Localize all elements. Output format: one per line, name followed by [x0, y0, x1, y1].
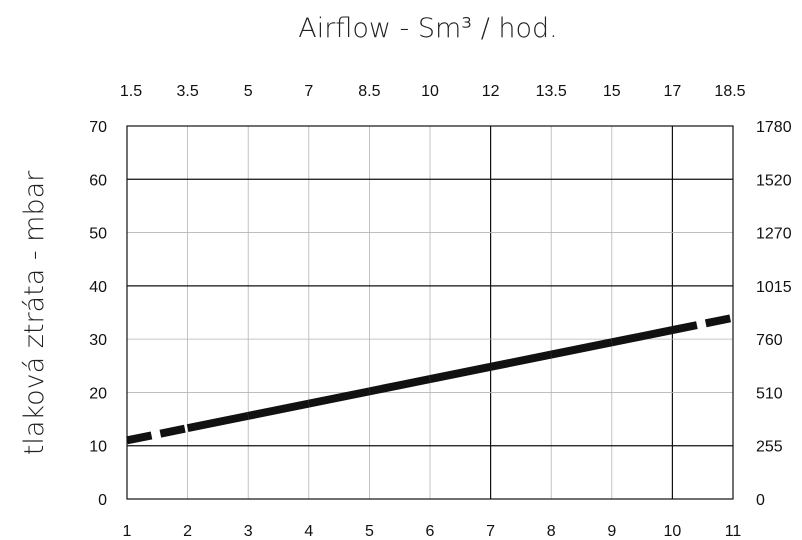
- right-tick-label-1520: 1520: [756, 172, 792, 189]
- right-tick-label-255: 255: [756, 439, 783, 456]
- series-0-segment-3: [308, 387, 371, 408]
- top-tick-label-18.5: 18.5: [714, 83, 745, 100]
- series-layer: [126, 313, 734, 445]
- top-tick-label-13.5: 13.5: [536, 83, 567, 100]
- y-tick-label-60: 60: [89, 172, 107, 189]
- top-tick-label-10: 10: [421, 83, 439, 100]
- x-tick-label-6: 6: [426, 523, 435, 540]
- series-0-segment-1: [186, 411, 249, 433]
- y-tick-label-20: 20: [89, 385, 107, 402]
- y-tick-label-30: 30: [89, 332, 107, 349]
- x-tick-label-11: 11: [725, 523, 742, 540]
- x-tick-label-3: 3: [244, 523, 253, 540]
- top-tick-label-7: 7: [304, 83, 313, 100]
- y-tick-label-70: 70: [89, 119, 107, 136]
- x-tick-label-5: 5: [365, 523, 374, 540]
- right-tick-label-1015: 1015: [756, 279, 792, 296]
- top-tick-label-12: 12: [482, 83, 500, 100]
- series-0-segment-6: [489, 350, 552, 371]
- plot-border: [126, 125, 734, 500]
- series-0-segment-9: [671, 313, 734, 335]
- plot-frame: [126, 125, 734, 500]
- x-tick-label-10: 10: [664, 523, 682, 540]
- series-0-segment-5: [429, 362, 492, 384]
- x-tick-label-7: 7: [486, 523, 495, 540]
- x-tick-label-9: 9: [607, 523, 616, 540]
- right-tick-label-760: 760: [756, 332, 783, 349]
- series-0-segment-7: [550, 338, 613, 359]
- right-tick-label-510: 510: [756, 385, 783, 402]
- right-tick-label-1270: 1270: [756, 226, 792, 243]
- top-tick-label-15: 15: [603, 83, 621, 100]
- top-tick-label-5: 5: [244, 83, 253, 100]
- y-axis-label: tlaková ztráta - mbar: [19, 170, 50, 455]
- series-0-segment-0: [126, 424, 189, 445]
- x-tick-label-4: 4: [304, 523, 313, 540]
- y-tick-label-50: 50: [89, 226, 107, 243]
- x-tick-label-2: 2: [183, 523, 192, 540]
- series-0-segment-2: [247, 399, 310, 420]
- tick-labels: 1 2 3 4 5 6 7 8 9 10 111.5 3.5 5 7 8.5 10 12 13.5 15 17 18.5…: [89, 83, 791, 540]
- right-tick-label-1780: 1780: [756, 119, 792, 136]
- top-tick-label-17: 17: [664, 83, 682, 100]
- y-tick-label-10: 10: [89, 439, 107, 456]
- top-tick-label-8.5: 8.5: [358, 83, 380, 100]
- x-tick-label-1: 1: [123, 523, 132, 540]
- grid: [127, 126, 733, 499]
- series-0-segment-8: [611, 326, 674, 347]
- top-tick-label-1.5: 1.5: [120, 83, 142, 100]
- y-tick-label-40: 40: [89, 279, 107, 296]
- chart-title: Airflow - Sm³ / hod.: [298, 13, 557, 44]
- x-tick-label-8: 8: [547, 523, 556, 540]
- y-tick-label-0: 0: [98, 492, 107, 509]
- right-tick-label-0: 0: [756, 492, 765, 509]
- series-0-segment-4: [368, 375, 431, 396]
- top-tick-label-3.5: 3.5: [176, 83, 198, 100]
